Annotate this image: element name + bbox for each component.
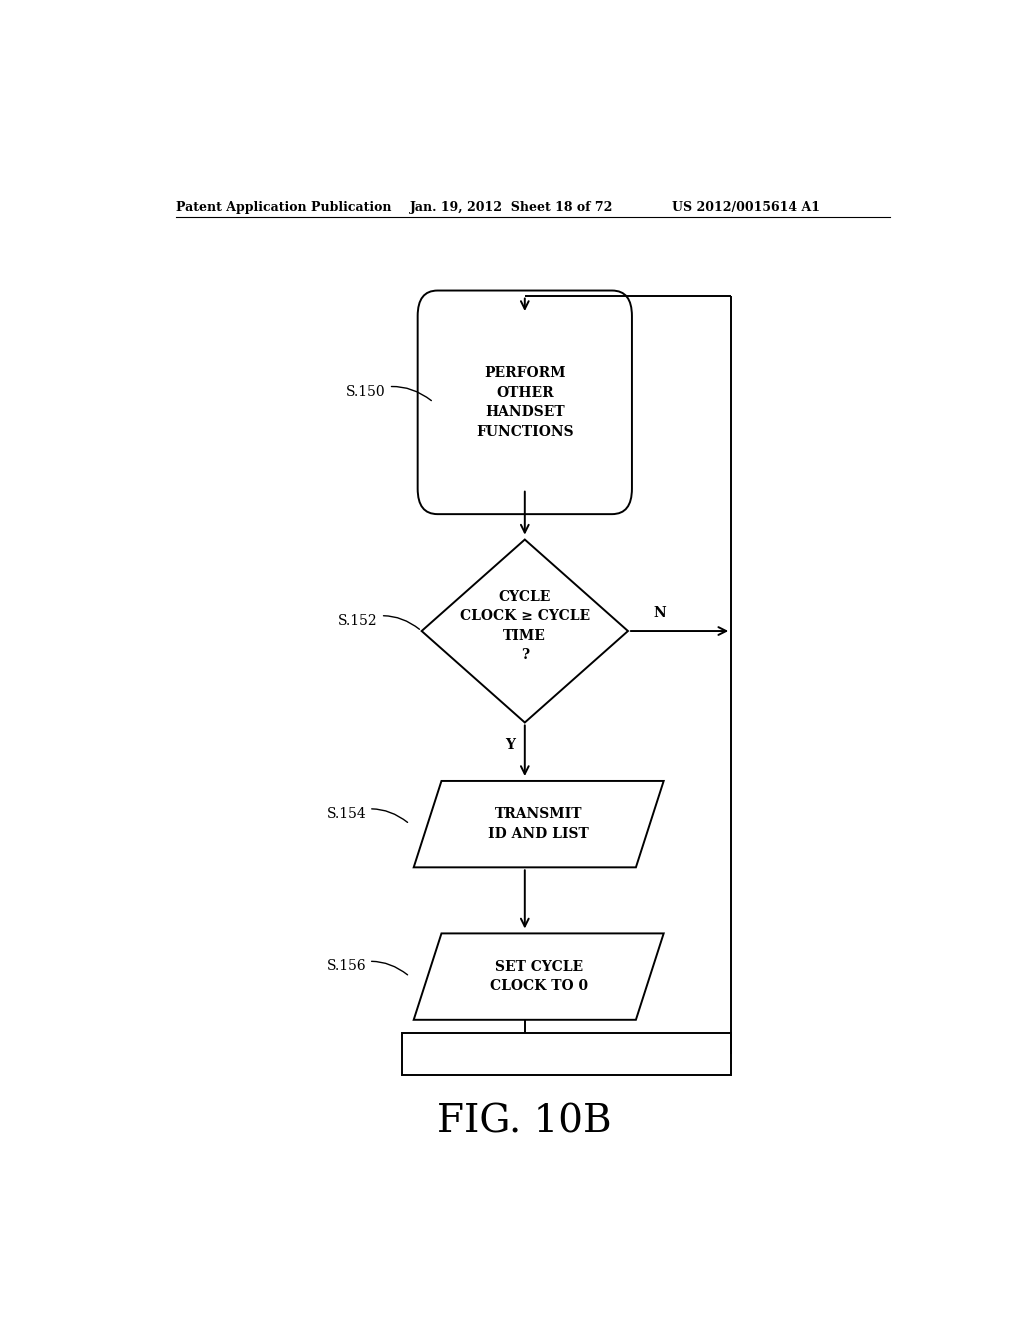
Polygon shape: [414, 933, 664, 1020]
Polygon shape: [422, 540, 628, 722]
FancyBboxPatch shape: [418, 290, 632, 515]
Text: S.152: S.152: [338, 614, 420, 630]
Bar: [401, 1032, 731, 1076]
Text: TRANSMIT
ID AND LIST: TRANSMIT ID AND LIST: [488, 808, 589, 841]
Text: PERFORM
OTHER
HANDSET
FUNCTIONS: PERFORM OTHER HANDSET FUNCTIONS: [476, 366, 573, 438]
Text: S.154: S.154: [327, 807, 408, 822]
Text: FIG. 10B: FIG. 10B: [437, 1104, 612, 1140]
Text: S.150: S.150: [346, 385, 431, 400]
Text: N: N: [653, 606, 666, 619]
Text: Jan. 19, 2012  Sheet 18 of 72: Jan. 19, 2012 Sheet 18 of 72: [410, 201, 613, 214]
Text: S.156: S.156: [327, 960, 408, 975]
Text: SET CYCLE
CLOCK TO 0: SET CYCLE CLOCK TO 0: [489, 960, 588, 994]
Text: Patent Application Publication: Patent Application Publication: [176, 201, 391, 214]
Text: US 2012/0015614 A1: US 2012/0015614 A1: [672, 201, 819, 214]
Text: CYCLE
CLOCK ≥ CYCLE
TIME
?: CYCLE CLOCK ≥ CYCLE TIME ?: [460, 590, 590, 663]
Polygon shape: [414, 781, 664, 867]
Text: Y: Y: [506, 738, 515, 752]
